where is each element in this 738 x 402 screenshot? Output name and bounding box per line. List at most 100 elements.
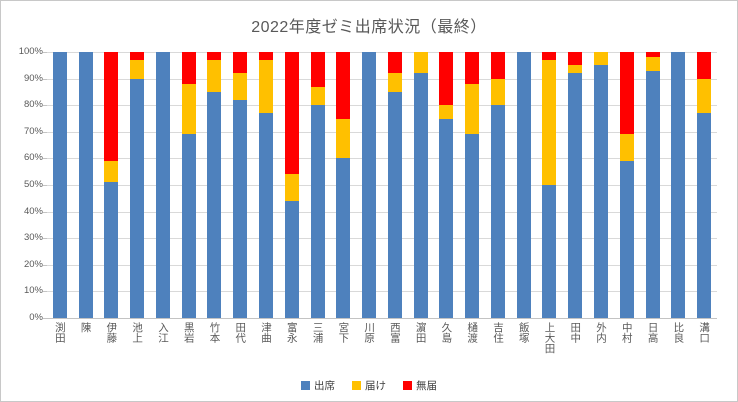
segment-excused xyxy=(104,161,119,183)
gridline xyxy=(47,185,717,186)
x-axis-category-label: 西富 xyxy=(388,322,401,343)
x-axis-category-label: 陳 xyxy=(79,322,92,333)
legend-label: 出席 xyxy=(314,380,335,392)
x-axis-category-label: 三浦 xyxy=(311,322,324,343)
segment-unexcused xyxy=(697,52,712,79)
x-axis-category-label: 溝口 xyxy=(698,322,711,343)
segment-excused xyxy=(568,65,583,74)
stacked-bar xyxy=(259,52,274,318)
bar-column xyxy=(176,52,202,318)
stacked-bar xyxy=(387,52,402,318)
segment-present xyxy=(310,105,325,318)
segment-present xyxy=(619,161,634,318)
segment-present xyxy=(516,52,531,318)
stacked-bar xyxy=(207,52,222,318)
legend-item: 無届 xyxy=(403,378,437,393)
segment-unexcused xyxy=(490,52,505,79)
segment-unexcused xyxy=(387,52,402,74)
segment-present xyxy=(284,200,299,318)
segment-present xyxy=(413,73,428,318)
segment-present xyxy=(671,52,686,318)
stacked-bar xyxy=(284,52,299,318)
x-axis-category-label: 黒岩 xyxy=(182,322,195,343)
stacked-bar xyxy=(233,52,248,318)
segment-excused xyxy=(207,60,222,92)
segment-present xyxy=(336,158,351,318)
legend-swatch-icon xyxy=(352,381,361,390)
segment-present xyxy=(697,113,712,318)
stacked-bar xyxy=(52,52,67,318)
segment-unexcused xyxy=(465,52,480,84)
legend-swatch-icon xyxy=(403,381,412,390)
stacked-bar xyxy=(130,52,145,318)
stacked-bar xyxy=(336,52,351,318)
y-axis-tick-label: 30% xyxy=(23,232,43,244)
x-axis-labels: 渕田 陳 伊藤 池上 入江 黒岩 竹本 田代 津曲 富永 三浦 宮下 川原 西富 濵田 久島 樋渡 吉住 飯塚 上大田… xyxy=(47,322,717,376)
legend-item: 届け xyxy=(352,378,386,393)
segment-unexcused xyxy=(645,52,660,58)
chart-title: 2022年度ゼミ出席状況（最終） xyxy=(251,19,487,36)
segment-excused xyxy=(490,78,505,106)
segment-unexcused xyxy=(336,52,351,119)
segment-present xyxy=(130,78,145,318)
stacked-bar xyxy=(104,52,119,318)
gridline xyxy=(47,291,717,293)
x-axis-category-label: 富永 xyxy=(285,322,298,343)
segment-unexcused xyxy=(284,52,299,175)
bar-column xyxy=(537,52,563,318)
x-axis-category-label: 渕田 xyxy=(53,322,66,343)
bar-column xyxy=(124,52,150,318)
segment-excused xyxy=(542,59,557,185)
segment-excused xyxy=(259,60,274,114)
bar-column xyxy=(253,52,279,318)
segment-present xyxy=(439,118,454,318)
stacked-bar xyxy=(542,52,557,318)
segment-unexcused xyxy=(619,52,634,135)
segment-present xyxy=(52,52,67,318)
segment-present xyxy=(645,70,660,318)
y-tick-mark xyxy=(43,291,47,293)
stacked-bar xyxy=(310,52,325,318)
segment-excused xyxy=(439,105,454,119)
segment-present xyxy=(233,99,248,318)
bar-column xyxy=(614,52,640,318)
y-tick-mark xyxy=(43,318,47,319)
x-axis-category-label: 宮下 xyxy=(337,322,350,343)
bar-column xyxy=(305,52,331,318)
y-axis-labels: 0% 10% 20% 30% 40% 50% 60% 70% 80% 90% 100% xyxy=(1,47,43,323)
y-axis-tick-label: 0% xyxy=(29,312,43,323)
segment-unexcused xyxy=(104,52,119,162)
bar-column xyxy=(408,52,434,318)
bar-column xyxy=(227,52,253,318)
x-axis-category-label: 池上 xyxy=(131,322,144,343)
bar-column xyxy=(356,52,382,318)
legend-label: 届け xyxy=(365,380,386,392)
segment-unexcused xyxy=(542,52,557,60)
x-axis-category-label: 伊藤 xyxy=(105,322,118,343)
y-tick-mark xyxy=(43,52,47,53)
stacked-bar xyxy=(155,52,170,318)
x-axis-category-label: 樋渡 xyxy=(466,322,479,343)
y-axis-tick-label: 100% xyxy=(18,46,43,57)
x-axis-category-label: 竹本 xyxy=(208,322,221,343)
stacked-bar xyxy=(594,52,609,318)
y-tick-mark xyxy=(43,238,47,240)
stacked-bar xyxy=(516,52,531,318)
segment-excused xyxy=(465,83,480,135)
segment-excused xyxy=(594,52,609,66)
legend-swatch-icon xyxy=(301,381,310,390)
bar-column xyxy=(459,52,485,318)
segment-unexcused xyxy=(233,52,248,74)
legend: 出席 届け 無届 xyxy=(1,378,737,393)
y-axis-tick-label: 10% xyxy=(23,285,43,297)
segment-present xyxy=(362,52,377,318)
y-axis-tick-label: 80% xyxy=(23,99,43,111)
bar-column xyxy=(330,52,356,318)
bar-column xyxy=(562,52,588,318)
y-axis-tick-label: 90% xyxy=(23,72,43,84)
bar-column xyxy=(99,52,125,318)
stacked-bar xyxy=(568,52,583,318)
segment-unexcused xyxy=(130,52,145,60)
x-axis-category-label: 日高 xyxy=(646,322,659,343)
gridline xyxy=(47,78,717,80)
